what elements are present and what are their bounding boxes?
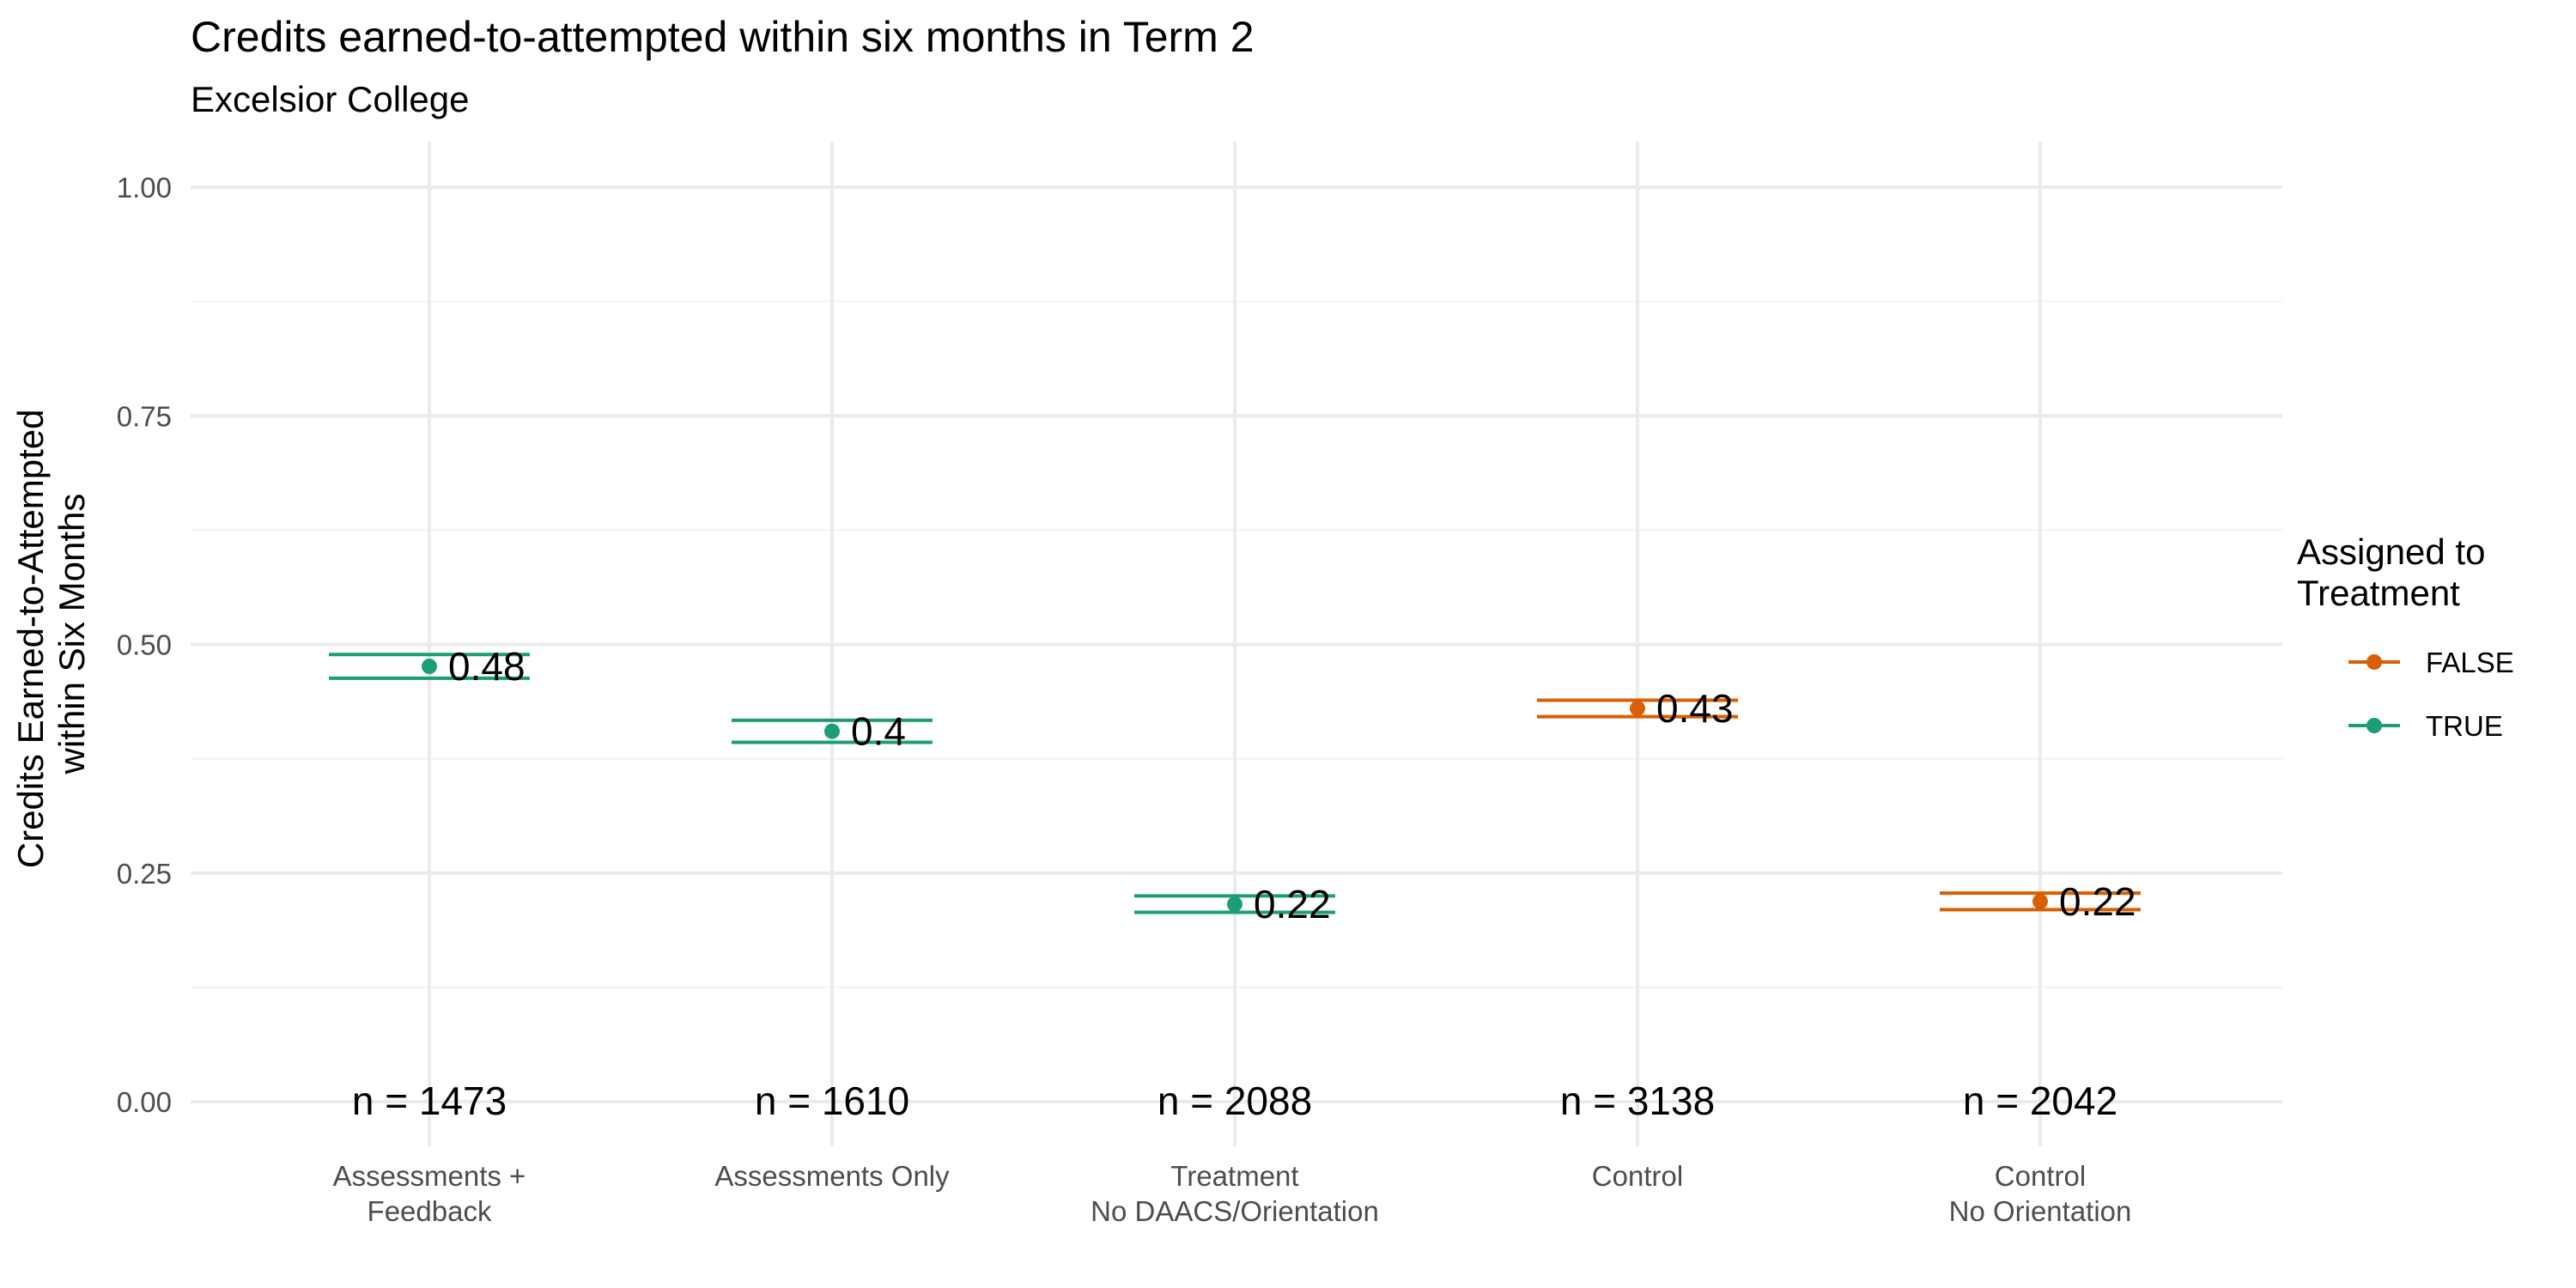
data-point xyxy=(422,659,437,675)
data-label: 0.43 xyxy=(1656,686,1734,731)
data-point xyxy=(1227,896,1242,912)
data-label: 0.22 xyxy=(2059,879,2136,924)
data-point xyxy=(824,723,840,739)
data-label: 0.4 xyxy=(851,709,906,754)
chart-subtitle: Excelsior College xyxy=(191,79,469,119)
data-label: 0.22 xyxy=(1254,882,1331,927)
n-label: n = 1473 xyxy=(352,1078,507,1123)
legend-title-line-1: Assigned to xyxy=(2297,532,2485,572)
x-tick-label-line: No DAACS/Orientation xyxy=(1091,1195,1379,1227)
legend-title-line-2: Treatment xyxy=(2297,573,2460,613)
legend: Assigned to Treatment FALSE TRUE xyxy=(2297,532,2514,742)
y-tick-label: 1.00 xyxy=(117,172,172,204)
y-tick-label: 0.00 xyxy=(117,1086,172,1118)
n-label: n = 3138 xyxy=(1560,1078,1715,1123)
x-tick-label-line: Treatment xyxy=(1170,1160,1298,1192)
x-tick-label-line: Control xyxy=(1995,1160,2086,1192)
n-label: n = 1610 xyxy=(755,1078,909,1123)
x-axis-ticks: Assessments + Feedback Assessments Only Tre… xyxy=(333,1160,2132,1227)
x-tick-label: Assessments Only xyxy=(714,1160,950,1192)
gridlines xyxy=(191,142,2282,1146)
x-tick-label: Assessments + Feedback xyxy=(333,1160,526,1227)
y-tick-label: 0.75 xyxy=(117,400,172,432)
legend-title: Assigned to Treatment xyxy=(2297,532,2495,613)
x-tick-label-line: Control xyxy=(1592,1160,1683,1192)
chart-title: Credits earned-to-attempted within six m… xyxy=(191,13,1255,61)
n-label: n = 2088 xyxy=(1157,1078,1312,1123)
x-tick-label: Control No Orientation xyxy=(1949,1160,2132,1227)
legend-label: FALSE xyxy=(2426,647,2514,678)
y-axis-label: Credits Earned-to-Attempted within Six M… xyxy=(10,399,92,868)
x-tick-label-line: Assessments + xyxy=(333,1160,526,1192)
legend-key-point xyxy=(2366,654,2382,670)
x-tick-label-line: Assessments Only xyxy=(714,1160,950,1192)
data-point xyxy=(2032,893,2048,909)
legend-label: TRUE xyxy=(2426,710,2503,742)
y-axis-label-line-2: within Six Months xyxy=(52,494,92,775)
n-label: n = 2042 xyxy=(1963,1078,2117,1123)
data-point xyxy=(1630,701,1645,717)
y-tick-label: 0.25 xyxy=(117,858,172,890)
x-tick-label-line: No Orientation xyxy=(1949,1195,2132,1227)
y-axis-ticks: 0.00 0.25 0.50 0.75 1.00 xyxy=(117,172,172,1118)
y-axis-label-line-1: Credits Earned-to-Attempted xyxy=(10,410,51,869)
data-label: 0.48 xyxy=(448,644,526,689)
chart-marks: 0.48 n = 1473 0.4 n = 1610 0.22 n = 2088 0.43 n… xyxy=(329,644,2141,1123)
x-tick-label-line: Feedback xyxy=(368,1195,492,1227)
x-tick-label: Treatment No DAACS/Orientation xyxy=(1091,1160,1379,1227)
y-tick-label: 0.50 xyxy=(117,629,172,661)
legend-key-point xyxy=(2366,718,2382,733)
x-tick-label: Control xyxy=(1592,1160,1683,1192)
